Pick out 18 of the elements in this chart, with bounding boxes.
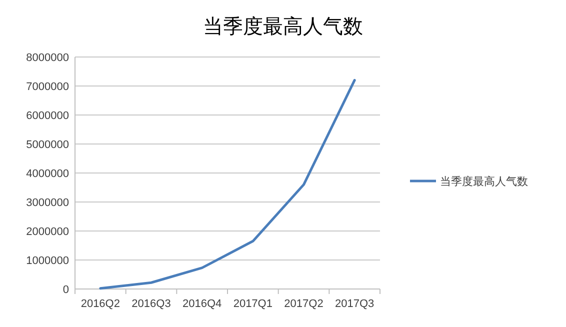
x-tick-label: 2017Q3 [335, 298, 374, 310]
y-tick-label: 3000000 [26, 197, 69, 209]
chart-title: 当季度最高人气数 [203, 15, 363, 38]
y-tick-label: 6000000 [26, 110, 69, 122]
y-tick-label: 1000000 [26, 255, 69, 267]
y-tick-label: 5000000 [26, 139, 69, 151]
y-tick-label: 7000000 [26, 81, 69, 93]
line-series [99, 78, 356, 290]
y-tick-label: 0 [62, 284, 69, 296]
y-tick-label: 2000000 [26, 226, 69, 238]
y-tick-label: 8000000 [26, 52, 69, 64]
x-tick-label: 2017Q2 [284, 298, 324, 310]
legend-label: 当季度最高人气数 [440, 175, 528, 188]
x-tick-label: 2016Q3 [132, 298, 171, 310]
x-tick-label: 2016Q2 [80, 298, 120, 310]
x-tick-label: 2017Q1 [233, 298, 272, 310]
x-tick-label: 2016Q4 [182, 298, 222, 310]
y-tick-label: 4000000 [26, 168, 69, 180]
